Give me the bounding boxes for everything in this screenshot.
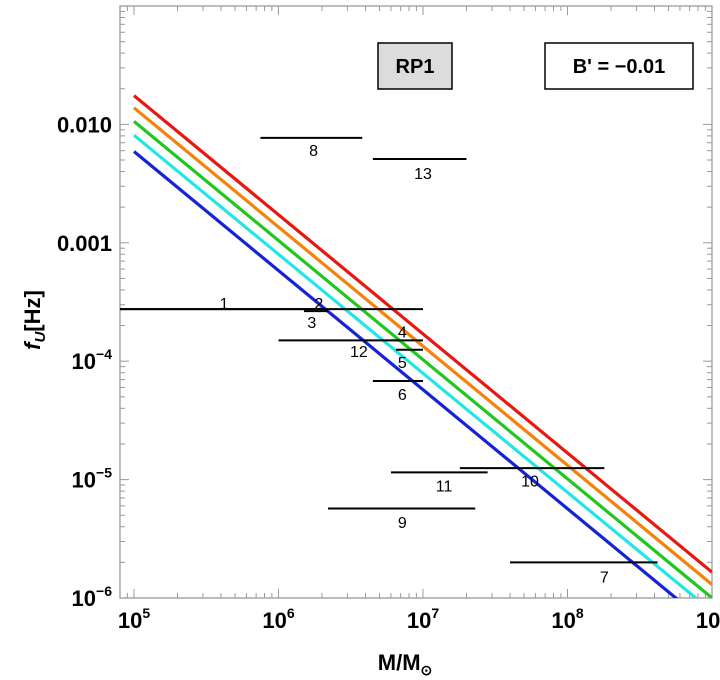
segment-label-6: 6 [398,387,407,404]
x-axis-label: M/M⊙ [378,650,433,678]
y-axis-label: fU[Hz] [20,290,49,350]
segment-label-13: 13 [414,166,432,183]
segment-label-7: 7 [600,569,609,586]
axis-ticks [119,5,713,599]
y-axis-label-unit: [Hz] [20,290,45,332]
x-axis-label-main: M/M [378,650,421,675]
segment-label-3: 3 [307,315,316,332]
y-axis-label-main: f [20,340,45,350]
series-line-2 [132,106,712,586]
bprime-box: B' = −0.01 [544,42,694,90]
series-line-3 [132,120,712,598]
segment-label-1: 1 [220,296,229,313]
y-tick-label: 10−4 [72,346,113,374]
x-tick-label: 106 [262,605,294,633]
segment-label-8: 8 [309,143,318,160]
segment-label-5: 5 [398,355,407,372]
x-tick-label: 107 [407,605,439,633]
series-line-1 [132,94,712,574]
segment-label-11: 11 [436,479,453,496]
segment-label-2: 2 [314,296,323,313]
x-tick-label: 108 [551,605,583,633]
x-axis-label-sub: ⊙ [421,662,433,678]
rp1-box: RP1 [377,42,453,90]
y-tick-label: 10−6 [72,583,113,611]
segment-label-9: 9 [398,515,407,532]
series-line-5 [132,150,679,598]
y-tick-label: 0.001 [57,231,112,256]
x-tick-label: 105 [118,605,150,633]
y-tick-label: 0.010 [57,112,112,137]
rp1-label: RP1 [396,56,435,78]
y-axis-label-sub: U [32,331,49,343]
segment-label-4: 4 [398,325,407,342]
segment-label-12: 12 [350,344,368,361]
y-tick-label: 10−5 [72,465,113,493]
x-tick-label: 109 [696,605,720,633]
series-line-4 [132,133,699,598]
series-group [132,94,712,598]
segment-label-10: 10 [521,474,539,491]
bprime-label: B' = −0.01 [573,56,666,78]
